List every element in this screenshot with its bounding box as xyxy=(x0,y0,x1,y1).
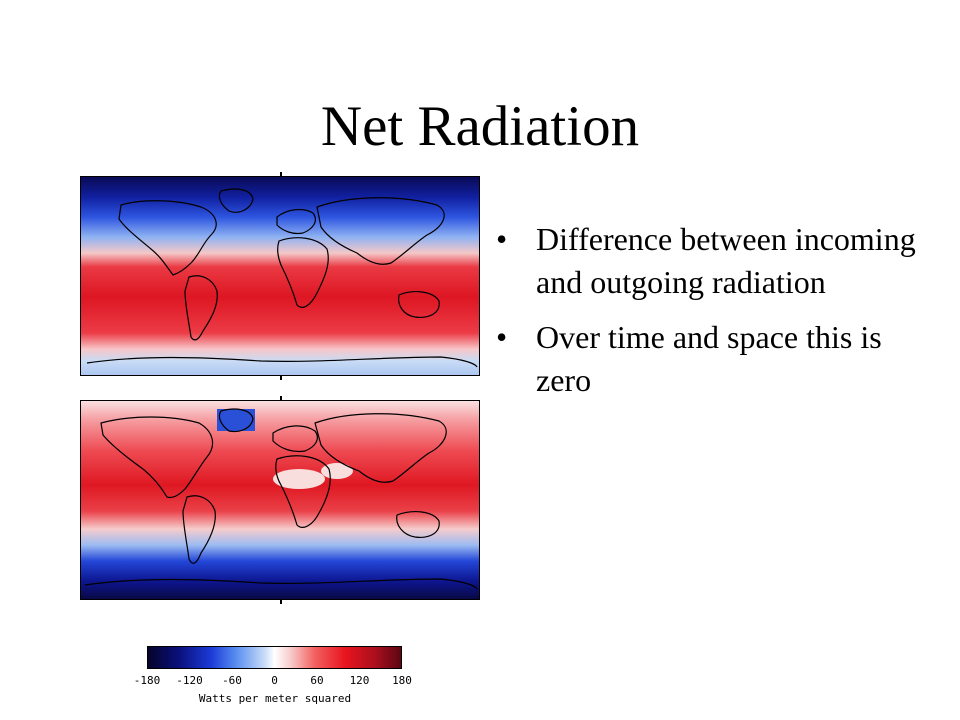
colorbar-tick-label: 0 xyxy=(271,674,278,687)
net-radiation-map-bottom xyxy=(80,400,480,600)
colorbar-tick-label: 180 xyxy=(392,674,412,687)
map-tick-mark xyxy=(280,376,282,380)
colorbar-unit-label: Watts per meter squared xyxy=(198,692,352,705)
bullet-list: • Difference between incoming and outgoi… xyxy=(496,218,916,414)
colorbar-gradient xyxy=(147,646,402,669)
slide-title: Net Radiation xyxy=(320,95,640,158)
map-tick-mark xyxy=(280,396,282,400)
bullet-text: Difference between incoming and outgoing… xyxy=(536,221,916,300)
colorbar-tick-label: -120 xyxy=(176,674,203,687)
bullet-item: • Over time and space this is zero xyxy=(496,316,916,402)
colorbar-tick-label: -180 xyxy=(133,674,161,687)
colorbar-tick-label: 60 xyxy=(310,674,324,687)
bullet-marker: • xyxy=(496,319,508,355)
colorbar-legend: -180 -120 -60 0 60 120 180 Watts per met… xyxy=(120,642,430,710)
map-tick-mark xyxy=(280,600,282,604)
map-tick-mark xyxy=(280,172,282,176)
bullet-marker: • xyxy=(496,221,508,257)
net-radiation-map-top xyxy=(80,176,480,376)
bullet-text: Over time and space this is zero xyxy=(536,319,882,398)
bullet-item: • Difference between incoming and outgoi… xyxy=(496,218,916,304)
colorbar-tick-label: -60 xyxy=(222,674,242,687)
colorbar-tick-label: 120 xyxy=(349,674,370,687)
